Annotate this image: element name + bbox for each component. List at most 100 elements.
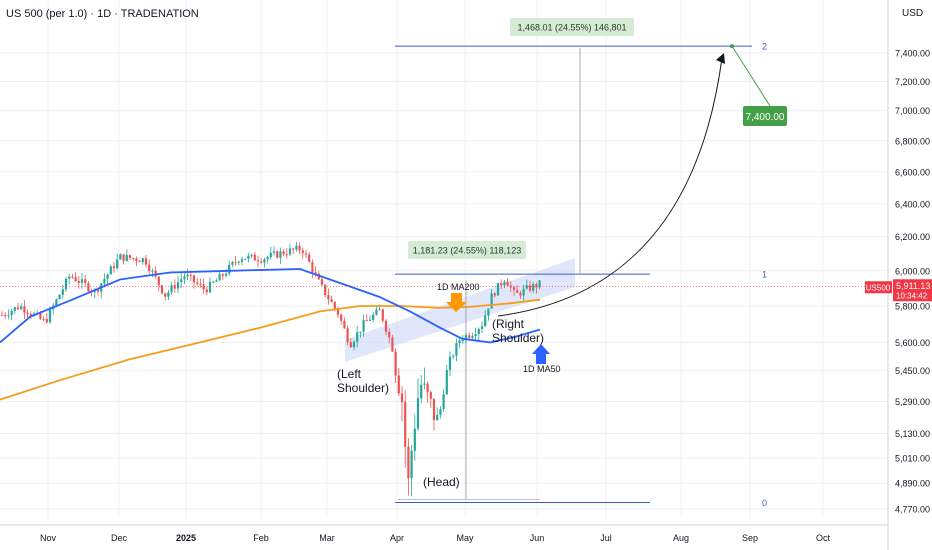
y-tick-label: 5,450.00 <box>895 366 930 376</box>
x-tick-label: Mar <box>319 533 335 543</box>
candle-body <box>138 260 141 263</box>
candle-body <box>500 283 503 286</box>
candle-body <box>538 280 541 288</box>
candle-body <box>212 281 215 283</box>
x-tick-label: Feb <box>253 533 269 543</box>
candle-body <box>429 392 432 399</box>
candle-body <box>471 336 474 338</box>
candle-body <box>125 254 128 261</box>
measure-label-text: 1,468.01 (24.55%) 146,801 <box>517 23 626 33</box>
y-tick-label: 4,770.00 <box>895 505 930 515</box>
candle-body <box>432 398 436 421</box>
candle-body <box>420 384 423 399</box>
candle-body <box>199 283 202 285</box>
candle-body <box>151 270 154 272</box>
candle-body <box>285 254 288 256</box>
candle-body <box>4 314 7 316</box>
candle-body <box>164 293 167 297</box>
candle-body <box>176 282 180 289</box>
y-tick-label: 4,890.00 <box>895 479 930 489</box>
candle-body <box>167 292 170 297</box>
fib-level-label: 0 <box>762 498 767 508</box>
candle-body <box>442 394 445 410</box>
candle-body <box>298 245 301 251</box>
candle-body <box>196 282 199 284</box>
candle-body <box>87 283 90 292</box>
y-tick-label: 7,000.00 <box>895 106 930 116</box>
price-tag <box>893 279 932 302</box>
pattern-annotation: 1D MA200 <box>437 282 480 292</box>
fib-level-label: 1 <box>762 270 767 280</box>
candle-body <box>416 398 420 429</box>
candle-body <box>423 383 426 385</box>
candle-body <box>519 292 522 296</box>
symbol-tag-text: US500 <box>866 283 891 292</box>
candle-body <box>244 258 247 260</box>
candle-body <box>378 309 381 311</box>
y-tick-label: 5,800.00 <box>895 301 930 311</box>
candle-body <box>308 254 311 262</box>
x-tick-label: Jun <box>530 533 545 543</box>
candle-body <box>436 414 439 421</box>
candle-body <box>29 314 32 316</box>
currency-label: USD <box>902 8 924 19</box>
candle-body <box>71 276 74 278</box>
pattern-annotation: (Right <box>492 317 525 331</box>
candle-body <box>490 293 493 309</box>
candle-body <box>288 248 292 255</box>
measure-label-box <box>510 18 634 36</box>
candle-body <box>272 251 276 253</box>
candle-body <box>13 307 16 311</box>
pattern-annotation: (Head) <box>423 475 460 489</box>
candle-body <box>452 355 455 357</box>
candle-body <box>26 312 29 315</box>
candle-body <box>359 331 362 333</box>
pattern-channel <box>345 258 575 362</box>
candle-body <box>109 266 112 275</box>
candle-body <box>183 276 186 280</box>
candle-body <box>221 274 224 276</box>
target-label-box <box>743 106 787 126</box>
candle-body <box>320 279 324 285</box>
candle-body <box>413 428 416 451</box>
candle-body <box>247 255 250 259</box>
candle-body <box>237 261 240 263</box>
candle-body <box>205 289 208 293</box>
candle-body <box>493 293 496 296</box>
candle-body <box>474 334 477 337</box>
candle-body <box>224 273 228 276</box>
candle-body <box>64 278 68 290</box>
candle-body <box>384 320 388 332</box>
candle-body <box>400 393 404 403</box>
target-pointer <box>731 45 771 107</box>
candle-body <box>253 254 256 261</box>
candle-body <box>487 308 490 316</box>
candle-body <box>532 284 535 291</box>
candle-body <box>186 274 189 277</box>
candle-body <box>96 289 100 292</box>
fib-level-label: 2 <box>762 42 767 52</box>
candle-body <box>77 281 80 283</box>
y-tick-label: 6,800.00 <box>895 136 930 146</box>
candle-body <box>55 299 58 306</box>
symbol-tag <box>865 281 892 294</box>
candle-body <box>148 264 151 272</box>
pattern-annotation: Shoulder) <box>337 381 389 395</box>
candle-body <box>260 261 263 263</box>
candle-body <box>279 251 282 258</box>
candle-body <box>439 409 442 415</box>
candle-body <box>202 284 205 290</box>
target-dot <box>730 44 734 49</box>
candle-body <box>448 356 452 371</box>
x-tick-label: Sep <box>742 533 758 543</box>
candle-body <box>512 287 516 290</box>
ma200-arrow <box>446 293 467 312</box>
candle-body <box>304 253 308 255</box>
y-tick-label: 7,400.00 <box>895 49 930 59</box>
candle-body <box>503 281 506 286</box>
candle-body <box>426 383 429 393</box>
candle-body <box>240 259 244 262</box>
candle-body <box>58 294 61 300</box>
